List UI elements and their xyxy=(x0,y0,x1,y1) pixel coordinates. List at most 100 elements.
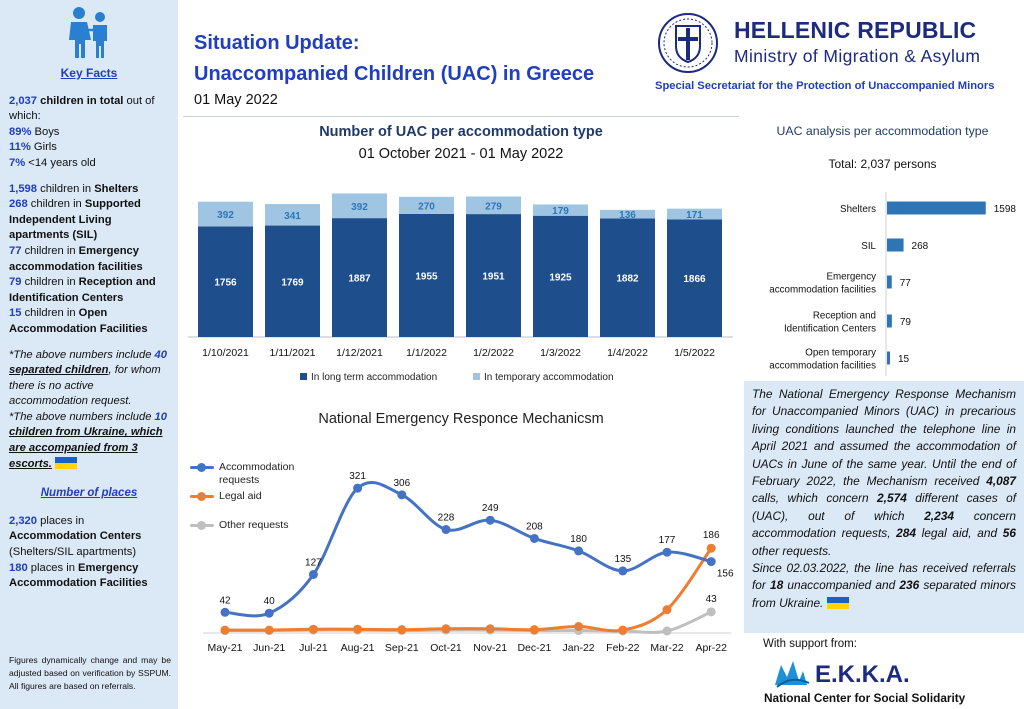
bar-label-temp: 179 xyxy=(552,206,569,217)
hbar-category-line: accommodation facilities xyxy=(769,361,876,372)
line-data-label: 177 xyxy=(659,535,676,546)
legend-long-label: In long term accommodation xyxy=(311,372,438,383)
hbar-category-label: Open temporary accommodation facilities xyxy=(769,348,876,372)
republic-name: HELLENIC REPUBLIC xyxy=(734,17,977,43)
line-category-label: Jun-21 xyxy=(253,642,285,654)
note1-post: , for whom there is no active accommodat… xyxy=(9,364,161,408)
hbar-bar xyxy=(887,351,890,365)
bar-temporary xyxy=(332,193,387,219)
accommodation-block: 1,598 children in Shelters 268 children … xyxy=(9,182,169,338)
bar-category-label: 1/5/2022 xyxy=(674,347,715,359)
note-text-e: legal aid, and xyxy=(916,526,1003,541)
line-data-label: 321 xyxy=(349,471,366,482)
line-chart-title: National Emergency Responce Mechanicsm xyxy=(318,411,604,427)
legend-legal-label: Legal aid xyxy=(219,490,262,502)
hbar-bar xyxy=(887,201,986,215)
hbar-category-line: accommodation facilities xyxy=(769,285,876,296)
line-category-label: Aug-21 xyxy=(341,642,375,654)
hbar-category-label: Reception and Identification Centers xyxy=(784,311,876,335)
places-label: Accommodation Centers xyxy=(9,530,142,543)
children-icon xyxy=(69,7,107,58)
line-data-label-legal: 186 xyxy=(703,530,720,541)
bar-category-label: 1/10/2021 xyxy=(202,347,249,359)
support-label: With support from: xyxy=(763,638,857,650)
line-series-1 xyxy=(224,547,713,633)
mechanism-note: The National Emergency Response Mechanis… xyxy=(744,381,1024,633)
hbar-category-line: Reception and xyxy=(813,311,876,322)
bar-long-term xyxy=(265,225,320,337)
girls-percent: 11% xyxy=(9,141,31,154)
line-point-0 xyxy=(353,483,363,493)
hbar-value-label: 77 xyxy=(900,278,912,289)
bar-long-term xyxy=(600,218,655,337)
line-point-0 xyxy=(485,515,495,525)
shelters-label: Shelters xyxy=(94,182,139,195)
note-ua-unaccompanied: 18 xyxy=(770,578,784,593)
line-category-label: Feb-22 xyxy=(606,642,639,654)
legend-other-label: Other requests xyxy=(219,519,289,531)
bar-label-temp: 136 xyxy=(619,210,636,221)
note-text-c: different cases of (UAC), out of which xyxy=(752,491,1016,523)
line-point-1 xyxy=(662,605,672,615)
line-data-label: 180 xyxy=(570,534,587,545)
note-acc-requests: 2,234 xyxy=(924,508,954,523)
places-block: 2,320 places in Accommodation Centers (S… xyxy=(9,514,169,592)
bar-category-label: 1/4/2022 xyxy=(607,347,648,359)
bar-temporary xyxy=(399,196,454,214)
line-point-1 xyxy=(353,624,363,634)
hbar-value-label: 15 xyxy=(898,354,910,365)
line-point-0 xyxy=(264,608,274,618)
line-data-label: 135 xyxy=(614,554,631,565)
line-point-1 xyxy=(397,625,407,635)
bar-label-temp: 270 xyxy=(418,201,435,212)
line-category-label: Oct-21 xyxy=(430,642,462,654)
hbar-bar xyxy=(887,314,892,328)
hbar-chart: 1598 Shelters 268 SIL 77 Emergency accommodati… xyxy=(769,192,1017,376)
totals-block: 2,037 children in total out of which: 89… xyxy=(9,94,169,172)
note-text-f: other requests. xyxy=(752,543,832,558)
note-ua-separated: 236 xyxy=(899,578,920,593)
hbar-category-label: Shelters xyxy=(840,204,876,215)
bar-long-term xyxy=(332,218,387,337)
legend-accommodation: Accommodation requests xyxy=(190,461,319,487)
line-data-label: 127 xyxy=(305,557,322,568)
line-point-2 xyxy=(706,607,716,617)
hbar-category-line: Open temporary xyxy=(805,348,876,359)
bar-label-temp: 341 xyxy=(284,211,301,222)
legend-temporary: In temporary accommodation xyxy=(473,372,614,383)
hbar-bar xyxy=(887,275,892,289)
line-point-2 xyxy=(662,626,672,636)
legend-swatch-long xyxy=(300,373,307,380)
legend-other-dot xyxy=(197,521,206,530)
line-point-1 xyxy=(264,625,274,635)
bar-label-temp: 279 xyxy=(485,201,502,212)
line-series-0 xyxy=(224,481,712,618)
legend-other-line xyxy=(190,521,214,530)
bar-temporary xyxy=(600,209,655,219)
line-category-label: Mar-22 xyxy=(650,642,683,654)
title-line1: Situation Update: xyxy=(194,32,360,54)
bar-long-term xyxy=(533,215,588,337)
bar-label-temp: 392 xyxy=(351,202,368,213)
ric-label: Reception and Identification Centers xyxy=(9,276,156,304)
hbar-category-line: Emergency xyxy=(826,272,876,283)
bar-label-temp: 392 xyxy=(217,210,234,221)
report-date: 01 May 2022 xyxy=(194,92,278,108)
note-text-i: separated minors from Ukraine. xyxy=(752,578,1017,610)
open-number: 15 xyxy=(9,307,22,320)
places-sub: (Shelters/SIL apartments) xyxy=(9,546,137,559)
line-point-0 xyxy=(308,569,318,579)
bar-long-term xyxy=(466,214,521,337)
hbar-category-label: Emergency accommodation facilities xyxy=(769,272,876,296)
under14-label: <14 years old xyxy=(28,156,96,169)
note1-bold: separated children xyxy=(9,364,109,377)
legend-acc-dot xyxy=(197,463,206,472)
bar-category-label: 1/12/2021 xyxy=(336,347,383,359)
bar-category-label: 1/11/2021 xyxy=(270,347,316,359)
note2-pre: *The above numbers include xyxy=(9,410,152,423)
bar-long-term xyxy=(198,226,253,337)
hbar-value-label: 1598 xyxy=(994,204,1017,215)
footnote: Figures dynamically change and may be ad… xyxy=(9,655,171,691)
places-pre: places in xyxy=(40,514,85,527)
line-category-label: May-21 xyxy=(207,642,242,654)
